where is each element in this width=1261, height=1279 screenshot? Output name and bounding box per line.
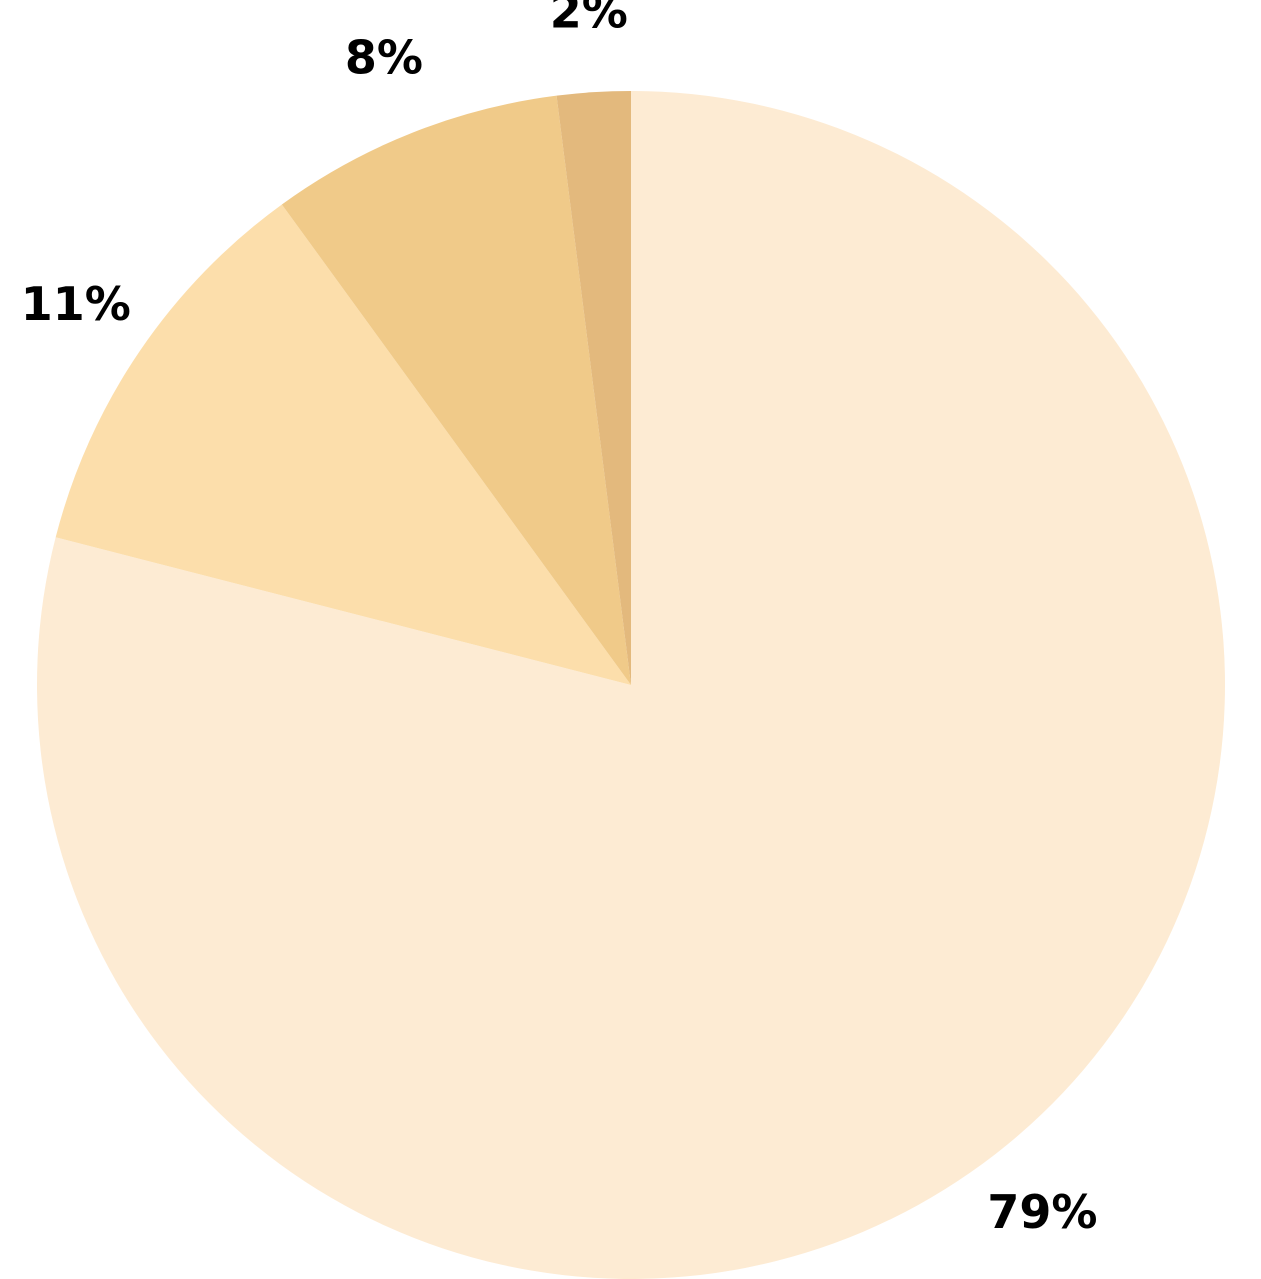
data-label: 11% <box>21 277 131 331</box>
pie-slice <box>37 91 1226 1279</box>
data-label: 2% <box>550 0 628 39</box>
pie-slice <box>281 95 631 686</box>
data-label: 8% <box>345 30 423 84</box>
pie-slice <box>556 91 631 685</box>
data-label: 79% <box>987 1185 1097 1239</box>
pie-slice <box>55 204 631 685</box>
